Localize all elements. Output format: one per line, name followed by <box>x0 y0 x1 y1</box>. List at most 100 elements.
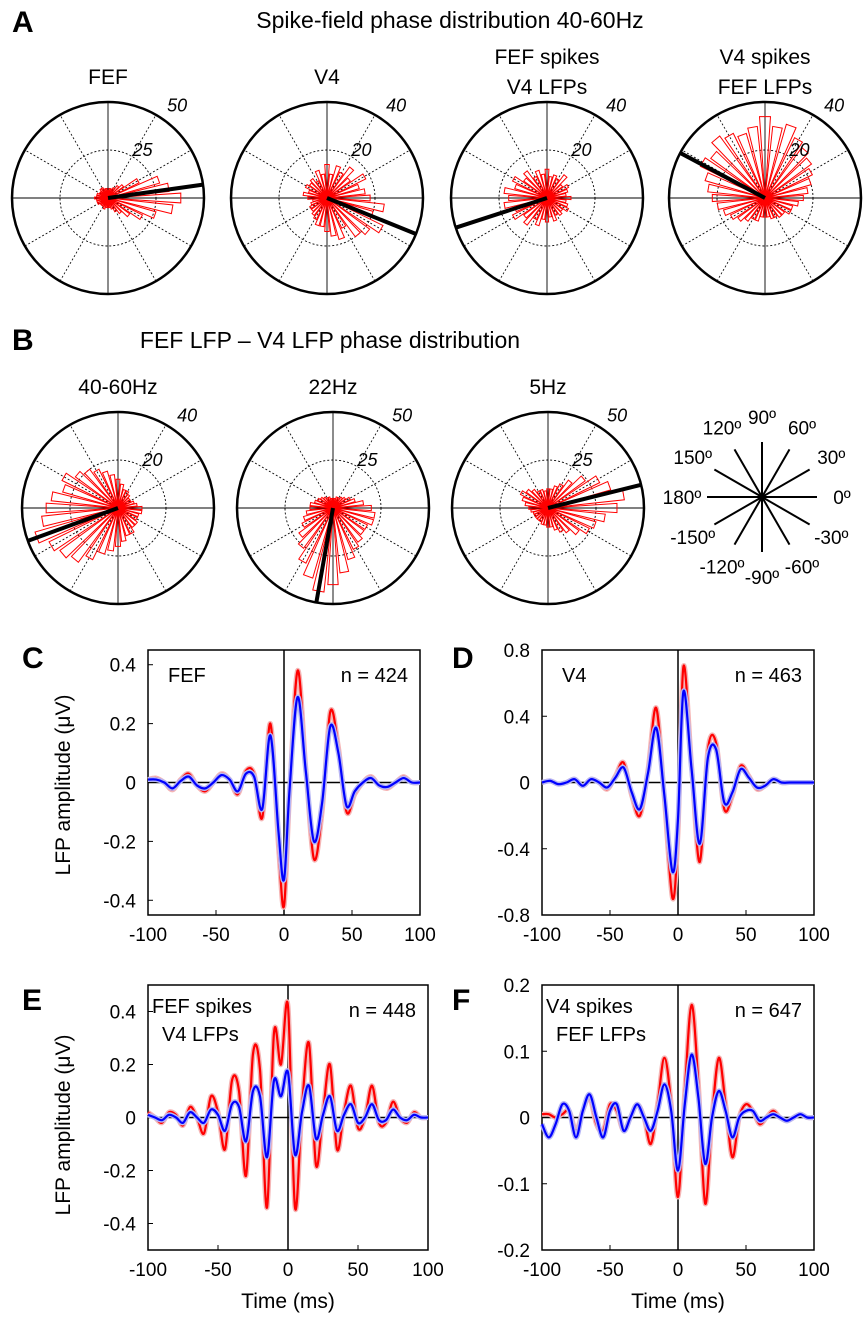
y-axis-label-top: LFP amplitude (μV) <box>52 695 75 876</box>
polar-bin-bar <box>546 197 567 204</box>
outer-ring-label: 50 <box>392 406 412 426</box>
angle-key-spoke <box>713 468 811 526</box>
polar-bin-bar <box>326 165 342 199</box>
angle-key-label: -30º <box>814 528 848 549</box>
line-plot-v4-spikes-fef-lfps: -100 -50 0 50 100 0.2 0.1 0 -0.1 -0.2 V4 spikes FEF… <box>497 976 830 1313</box>
panel-letter-c: C <box>22 642 44 675</box>
y-tick-label: -0.4 <box>497 840 530 861</box>
polar-spoke <box>59 114 157 282</box>
polar-bin-bar <box>326 197 385 213</box>
y-tick-label: 0.2 <box>110 1056 136 1077</box>
y-tick-label: -0.2 <box>103 832 136 853</box>
angle-key-label: 30º <box>817 448 845 469</box>
polar-bin-bar <box>297 507 334 550</box>
polar-bin-bar <box>722 197 766 217</box>
polar-bin-bar <box>85 507 119 561</box>
polar-bin-bar <box>117 507 131 537</box>
polar-bin-bar <box>332 507 375 526</box>
polar-bin-bar <box>324 197 330 233</box>
polar-bin-bar <box>326 173 367 199</box>
polar-bin-bar <box>107 197 174 215</box>
polar-bin-bar <box>547 475 601 509</box>
polar-bin-bar <box>74 470 119 509</box>
polar-bin-bar <box>93 468 119 509</box>
polar-title: 40-60Hz <box>78 376 157 399</box>
line-plot-v4: -100 -50 0 50 100 0.8 0.4 0 -0.4 -0.8 V4 n = 463 <box>497 641 830 946</box>
series-line-blue <box>147 696 421 882</box>
polar-bin-bar <box>332 504 372 512</box>
polar-bin-bar <box>84 468 119 509</box>
polar-bin-bar <box>547 507 580 536</box>
panel-letter-b: B <box>12 324 34 357</box>
sample-size-label: n = 448 <box>349 1000 416 1022</box>
mean-phase-vector <box>107 182 204 200</box>
y-tick-label: 0.2 <box>110 715 136 736</box>
inner-ring-label: 25 <box>357 450 379 470</box>
polar-bin-bar <box>117 507 127 542</box>
polar-bin-bar <box>710 150 766 199</box>
polar-inner-ring <box>284 459 382 557</box>
polar-bin-bar <box>107 178 140 199</box>
polar-bin-bar <box>525 488 549 509</box>
y-tick-label: 0.8 <box>504 641 530 662</box>
x-tick-label: 0 <box>673 925 684 946</box>
polar-bin-bar <box>326 197 347 229</box>
angle-key-label: 60º <box>788 419 816 440</box>
sample-size-label: n = 647 <box>735 1000 802 1022</box>
polar-outer-ring <box>235 410 431 606</box>
polar-outer-ring <box>667 100 863 296</box>
polar-bin-bar <box>326 171 344 199</box>
plot-inset-label: V4 LFPs <box>162 1024 239 1046</box>
polar-bin-bar <box>737 132 766 199</box>
polar-outer-ring <box>450 410 646 606</box>
plot-inset-label: V4 spikes <box>546 996 633 1018</box>
panel-letter-e: E <box>22 984 42 1017</box>
polar-bin-bar <box>107 197 131 218</box>
polar-bin-bar <box>758 116 772 199</box>
polar-bin-bar <box>724 132 766 199</box>
outer-ring-label: 50 <box>167 96 187 116</box>
polar-bin-bar <box>764 197 794 211</box>
plot-inset-label: FEF LFPs <box>556 1024 646 1046</box>
x-tick-label: -50 <box>596 925 623 946</box>
x-tick-label: 0 <box>673 1260 684 1281</box>
polar-bin-bar <box>62 484 119 509</box>
polar-bin-bar <box>332 507 376 519</box>
y-tick-label: -0.4 <box>103 1215 136 1236</box>
polar-bin-bar <box>70 507 119 563</box>
polar-bin-bar <box>547 507 571 534</box>
polar-bin-bar <box>547 507 606 523</box>
y-tick-label: 0.4 <box>110 1003 137 1024</box>
polar-spoke <box>59 114 157 282</box>
polar-bin-bar <box>107 507 119 552</box>
polar-bin-bar <box>302 507 334 579</box>
polar-bin-bar <box>326 197 346 241</box>
polar-bin-bar <box>737 197 766 223</box>
y-tick-label: -0.4 <box>103 891 136 912</box>
polar-bin-bar <box>711 193 766 203</box>
polar-plot-fef-spikes-v4-lfps: FEF spikes V4 LFPs 40 20 <box>449 46 645 296</box>
outer-ring-label: 50 <box>607 406 627 426</box>
line-plot-fef-spikes-v4-lfps: -100 -50 0 50 100 0.4 0.2 0 -0.2 -0.4 FEF spikes V4… <box>103 984 444 1313</box>
x-tick-label: 50 <box>735 1260 756 1281</box>
polar-bin-bar <box>764 197 799 207</box>
polar-bin-bar <box>117 507 143 515</box>
polar-bin-bar <box>332 500 365 509</box>
y-tick-label: 0.4 <box>110 656 137 677</box>
angle-key-label: -90º <box>745 568 779 589</box>
polar-outer-ring <box>10 100 206 296</box>
x-tick-label: 100 <box>798 925 830 946</box>
polar-bin-bar <box>332 507 360 551</box>
inner-ring-label: 25 <box>132 140 154 160</box>
polar-bin-bar <box>523 197 548 219</box>
outer-ring-label: 40 <box>606 96 626 116</box>
polar-bin-bar <box>97 507 119 555</box>
angle-key-label: 0º <box>833 488 851 509</box>
x-tick-label: -50 <box>204 1260 231 1281</box>
angle-key-label: 180º <box>663 488 702 509</box>
inner-ring-label: 20 <box>351 140 372 160</box>
inner-ring-label: 20 <box>571 140 592 160</box>
polar-plot-v4-spikes-fef-lfps: V4 spikes FEF LFPs 40 20 <box>667 46 863 296</box>
section-a-title: Spike-field phase distribution 40-60Hz <box>256 7 643 33</box>
